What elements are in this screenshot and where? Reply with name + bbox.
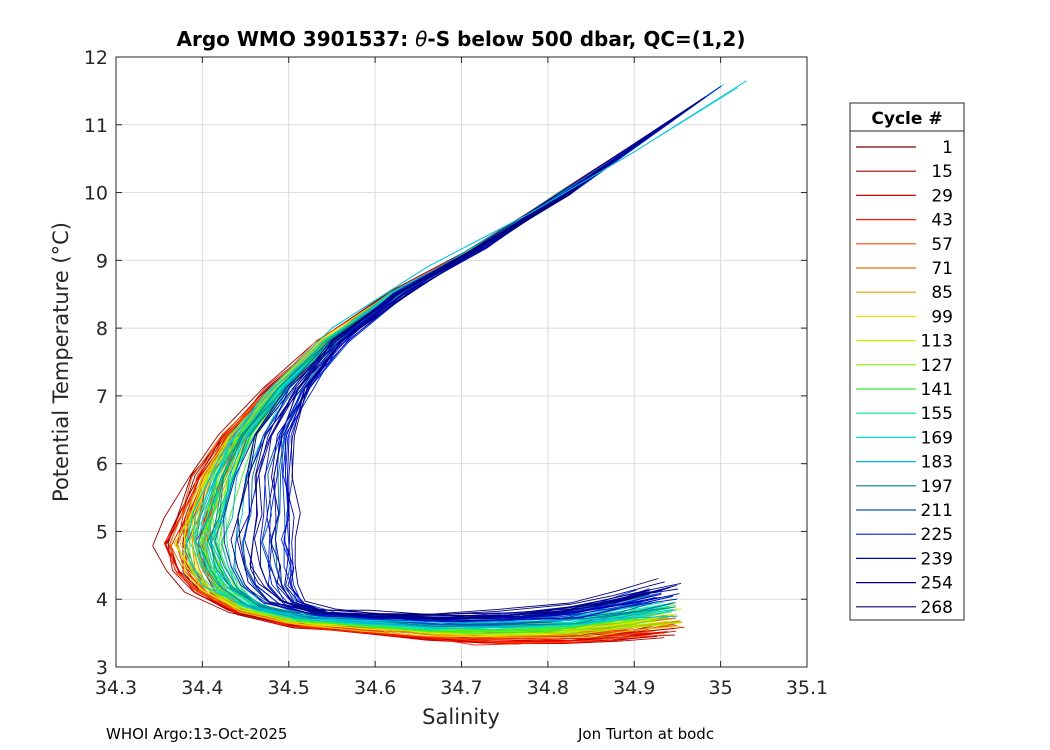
title-theta: θ <box>415 27 427 51</box>
legend-label: 127 <box>921 356 953 376</box>
y-tick-label: 7 <box>96 386 108 408</box>
legend-label: 29 <box>931 186 953 206</box>
y-axis-label: Potential Temperature (°C) <box>49 222 73 502</box>
legend-label: 99 <box>931 307 953 327</box>
y-tick-label: 3 <box>96 657 108 679</box>
profile-line <box>237 97 704 615</box>
legend-label: 141 <box>921 380 953 400</box>
profile-line <box>152 170 649 640</box>
y-tick-label: 9 <box>96 250 108 272</box>
legend-label: 15 <box>931 162 953 182</box>
profile-line <box>270 125 664 618</box>
chart-title: Argo WMO 3901537: θ-S below 500 dbar, QC… <box>177 27 746 51</box>
legend-label: 155 <box>921 404 953 424</box>
y-tick-label: 10 <box>84 183 108 205</box>
y-tick-label: 6 <box>96 454 108 476</box>
legend-label: 254 <box>921 574 953 594</box>
x-tick-label: 35.1 <box>786 677 828 699</box>
profiles <box>152 80 747 646</box>
x-tick-label: 34.6 <box>354 677 396 699</box>
x-axis-label: Salinity <box>422 705 500 729</box>
x-tick-label: 35 <box>709 677 733 699</box>
legend-label: 169 <box>921 428 953 448</box>
y-tick-label: 8 <box>96 318 108 340</box>
title-prefix: Argo WMO 3901537: <box>177 27 416 51</box>
profile-line <box>254 110 685 615</box>
ticks: 34.3 34.4 34.5 34.6 34.7 34.8 34.9 35 35.1 3 4 5 6 7 8… <box>84 47 828 699</box>
legend-label: 1 <box>942 138 953 158</box>
x-tick-label: 34.7 <box>440 677 482 699</box>
legend-entries: 1 15 29 43 57 71 85 99 113 127 141 155 169 183 197 211 2… <box>856 138 953 618</box>
footer-right: Jon Turton at bodc <box>578 725 715 743</box>
legend-label: 239 <box>921 549 953 569</box>
footer-left: WHOI Argo:13-Oct-2025 <box>106 725 288 743</box>
y-tick-label: 12 <box>84 47 108 69</box>
legend-title: Cycle # <box>871 109 942 129</box>
profile-line <box>249 99 702 619</box>
x-tick-label: 34.8 <box>527 677 569 699</box>
legend-label: 197 <box>921 477 953 497</box>
profile-line <box>184 80 747 624</box>
x-tick-label: 34.4 <box>181 677 223 699</box>
x-tick-label: 34.5 <box>268 677 310 699</box>
profile-line <box>283 134 680 620</box>
legend-label: 225 <box>921 525 953 545</box>
legend-label: 43 <box>931 211 953 231</box>
y-tick-label: 4 <box>96 589 108 611</box>
legend: Cycle # 1 15 29 43 57 71 85 99 113 127 141 155 169 18… <box>849 102 965 621</box>
x-tick-label: 34.9 <box>613 677 655 699</box>
legend-label: 211 <box>921 501 953 521</box>
legend-label: 183 <box>921 453 953 473</box>
title-suffix: -S below 500 dbar, QC=(1,2) <box>427 27 745 51</box>
y-tick-label: 5 <box>96 521 108 543</box>
legend-label: 71 <box>931 259 953 279</box>
legend-label: 57 <box>931 235 953 255</box>
legend-label: 113 <box>921 332 953 352</box>
x-tick-label: 34.3 <box>95 677 137 699</box>
legend-label: 268 <box>921 598 953 618</box>
legend-label: 85 <box>931 283 953 303</box>
y-tick-label: 11 <box>84 115 108 137</box>
profile-line <box>291 171 665 615</box>
